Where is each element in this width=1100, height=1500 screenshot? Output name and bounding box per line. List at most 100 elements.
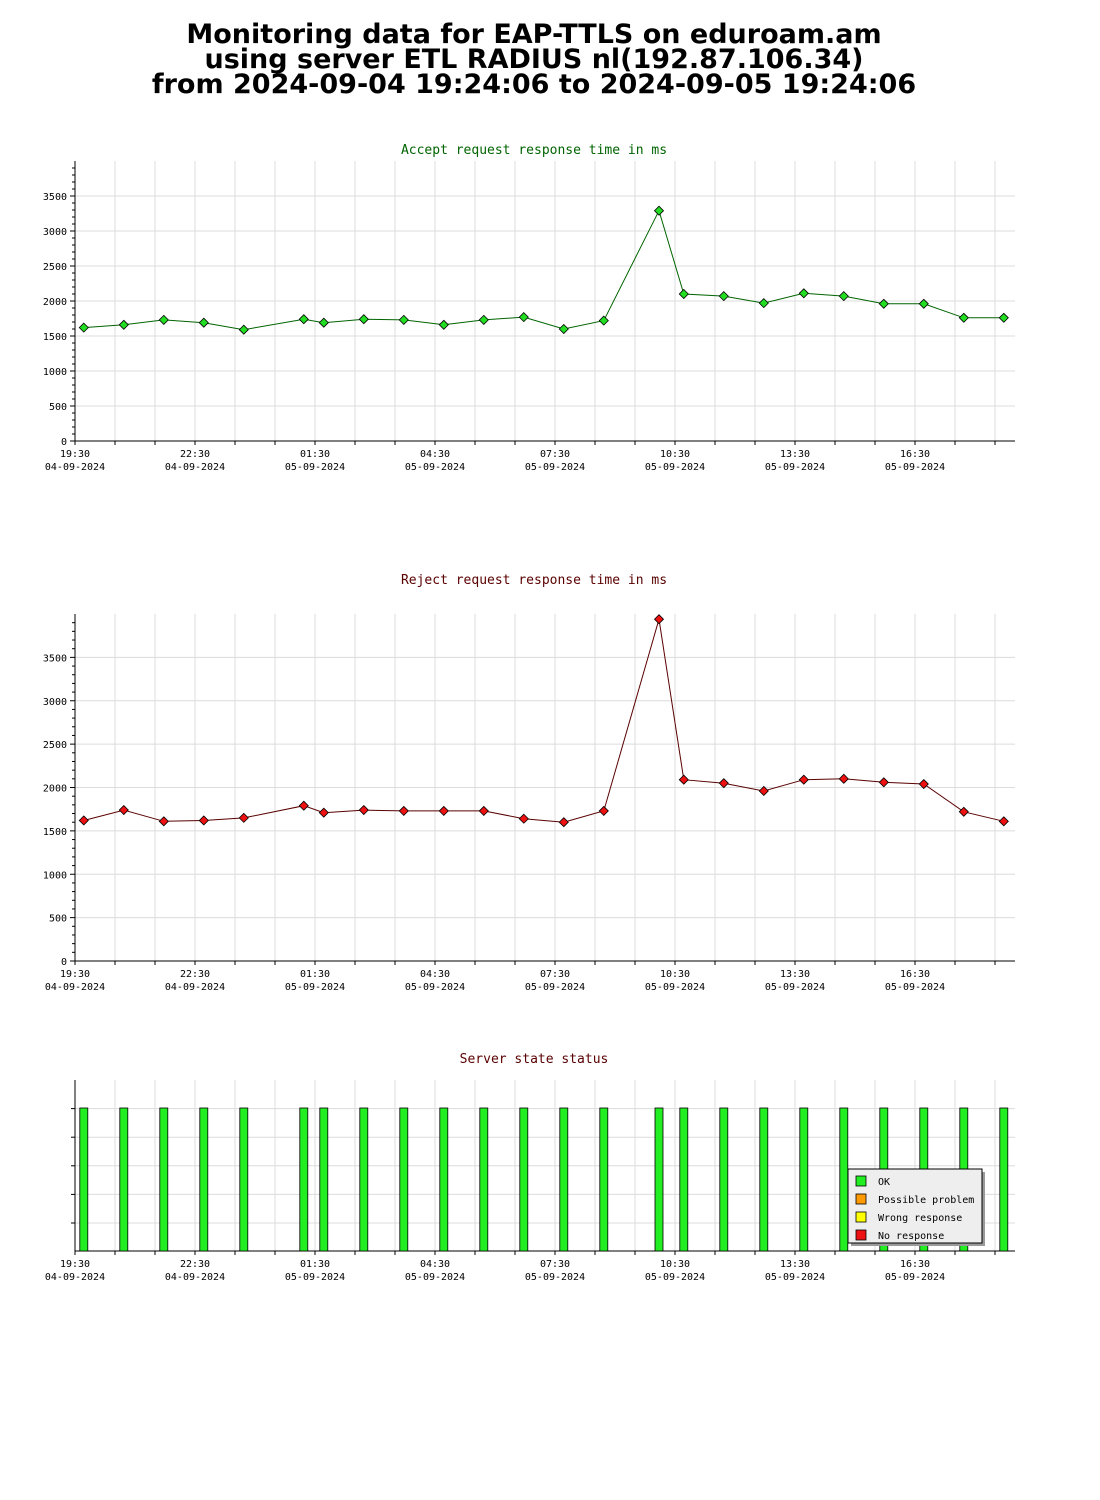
status-bar	[79, 1107, 89, 1252]
reject-data-point	[838, 773, 849, 784]
status-bar	[559, 1107, 569, 1252]
reject-x-label-time: 07:30	[540, 969, 570, 980]
reject-x-label-date: 05-09-2024	[765, 982, 825, 993]
reject-x-label-date: 05-09-2024	[285, 982, 345, 993]
status-x-label-time: 07:30	[540, 1259, 570, 1270]
reject-data-point	[238, 812, 249, 823]
status-bar	[199, 1107, 209, 1252]
accept-chart-title: Accept request response time in ms	[401, 143, 667, 158]
status-bar	[319, 1107, 329, 1252]
reject-x-label-date: 05-09-2024	[405, 982, 465, 993]
status-bar	[299, 1107, 309, 1252]
reject-data-point	[438, 805, 449, 816]
status-bar	[439, 1107, 449, 1252]
reject-data-point	[158, 816, 169, 827]
status-bar	[839, 1107, 849, 1252]
accept-data-point	[918, 298, 929, 309]
status-bar	[239, 1107, 249, 1252]
reject-data-point	[398, 805, 409, 816]
accept-data-point	[678, 288, 689, 300]
status-legend-label: Wrong response	[878, 1213, 962, 1224]
accept-x-label-date: 05-09-2024	[285, 462, 345, 473]
accept-data-point	[558, 323, 569, 335]
accept-data-point	[798, 288, 809, 299]
accept-series-line	[83, 209, 1004, 331]
status-x-label-time: 13:30	[780, 1259, 810, 1270]
status-x-label-date: 04-09-2024	[165, 1272, 225, 1283]
accept-data-point	[358, 314, 369, 325]
status-x-label-date: 05-09-2024	[525, 1272, 585, 1283]
accept-data-point	[598, 315, 609, 326]
reject-data-point	[718, 778, 729, 789]
reject-x-label-date: 05-09-2024	[645, 982, 705, 993]
reject-data-point	[518, 813, 529, 824]
accept-y-label: 1500	[43, 332, 67, 343]
accept-data-point	[838, 291, 849, 302]
accept-x-label-time: 13:30	[780, 449, 810, 460]
accept-x-label-time: 22:30	[180, 449, 210, 460]
accept-data-point	[758, 298, 769, 309]
accept-data-point	[478, 314, 489, 325]
status-bar	[679, 1107, 689, 1252]
status-bar	[519, 1107, 529, 1252]
accept-x-label-time: 04:30	[420, 449, 450, 460]
reject-y-label: 2500	[43, 740, 67, 751]
status-legend-label: No response	[878, 1231, 944, 1242]
reject-x-label-time: 22:30	[180, 969, 210, 980]
accept-data-point	[158, 314, 169, 325]
accept-data-point	[298, 314, 309, 325]
status-x-label-time: 19:30	[60, 1259, 90, 1270]
accept-x-label-date: 05-09-2024	[765, 462, 825, 473]
accept-x-label-date: 05-09-2024	[405, 462, 465, 473]
reject-x-label-time: 16:30	[900, 969, 930, 980]
accept-y-label: 3000	[43, 227, 67, 238]
reject-x-label-time: 01:30	[300, 969, 330, 980]
reject-data-point	[798, 774, 809, 785]
status-legend-swatch	[855, 1175, 867, 1187]
status-legend-box	[847, 1168, 983, 1244]
reject-data-point	[758, 785, 769, 797]
accept-data-point	[318, 317, 329, 328]
reject-response-chart: 0 500 1000 1500 2000 2500 3000 3500 19:30 04-09-2…	[43, 614, 1015, 993]
reject-x-label-date: 04-09-2024	[165, 982, 225, 993]
status-bar	[159, 1107, 169, 1252]
status-bar	[479, 1107, 489, 1252]
accept-data-point	[198, 317, 209, 328]
reject-data-point	[118, 804, 129, 816]
reject-y-label: 3500	[43, 653, 67, 664]
status-bar	[999, 1107, 1009, 1252]
reject-x-label-date: 04-09-2024	[45, 982, 105, 993]
status-bar	[599, 1107, 609, 1252]
reject-x-label-date: 05-09-2024	[525, 982, 585, 993]
status-bar	[799, 1107, 809, 1252]
reject-chart-title: Reject request response time in ms	[401, 573, 667, 588]
accept-x-label-time: 07:30	[540, 449, 570, 460]
reject-data-point	[653, 614, 665, 625]
page-header: Monitoring data for EAP-TTLS on eduroam.…	[0, 21, 1068, 98]
server-state-chart: 19:30 04-09-2024 22:30 04-09-2024 01:30 05-09…	[45, 1080, 1015, 1283]
reject-y-label: 500	[49, 914, 67, 925]
status-legend-swatch	[855, 1211, 867, 1223]
accept-x-label-date: 05-09-2024	[645, 462, 705, 473]
status-x-label-time: 10:30	[660, 1259, 690, 1270]
accept-data-point	[238, 324, 249, 335]
reject-y-label: 1500	[43, 827, 67, 838]
status-bar	[399, 1107, 409, 1252]
status-x-label-time: 16:30	[900, 1259, 930, 1270]
accept-data-point	[518, 312, 529, 323]
reject-data-point	[78, 815, 89, 826]
status-x-label-time: 04:30	[420, 1259, 450, 1270]
reject-data-point	[198, 815, 209, 826]
reject-data-point	[958, 806, 969, 817]
accept-y-label: 2500	[43, 262, 67, 273]
reject-data-point	[558, 817, 569, 828]
status-legend-swatch	[855, 1193, 867, 1205]
accept-data-point	[878, 298, 889, 309]
status-chart-title: Server state status	[460, 1052, 609, 1067]
status-bar	[759, 1107, 769, 1252]
reject-y-label: 2000	[43, 784, 67, 795]
reject-y-label: 3000	[43, 697, 67, 708]
reject-data-point	[478, 805, 489, 816]
status-x-label-time: 22:30	[180, 1259, 210, 1270]
